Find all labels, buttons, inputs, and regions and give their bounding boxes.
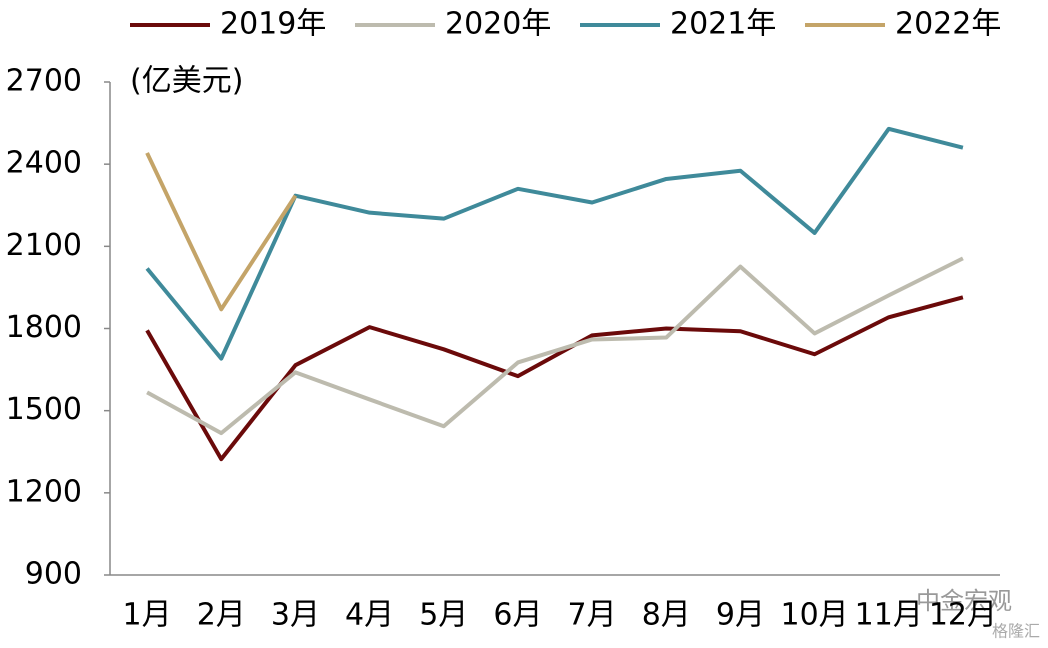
y-tick-label: 1500 [6,392,82,427]
x-tick-label: 7月 [568,598,617,633]
series-line [145,126,964,361]
x-tick-label: 10月 [780,598,848,633]
legend-label: 2021年 [670,7,776,42]
y-tick-label: 2700 [6,64,82,99]
y-tick-label: 2400 [6,146,82,181]
series-line [145,152,298,312]
y-tick-label: 900 [25,557,82,592]
series-line [146,256,964,436]
y-tick-label: 1200 [6,474,82,509]
x-tick-label: 4月 [345,598,394,633]
watermark: 中金宏观 [916,587,1012,615]
x-tick-label: 11月 [855,598,923,633]
x-tick-label: 9月 [716,598,765,633]
y-axis-label: (亿美元) [130,64,243,99]
x-tick-label: 6月 [493,598,542,633]
source-mark: 格隆汇 [992,622,1040,641]
x-tick-label: 5月 [419,598,468,633]
legend-label: 2019年 [220,7,326,42]
x-tick-label: 2月 [197,598,246,633]
y-tick-label: 1800 [6,310,82,345]
x-tick-label: 1月 [123,598,172,633]
legend-label: 2020年 [445,7,551,42]
y-tick-label: 2100 [6,228,82,263]
x-tick-label: 12月 [929,598,997,633]
x-tick-label: 3月 [271,598,320,633]
legend-label: 2022年 [895,7,1001,42]
x-tick-label: 8月 [642,598,691,633]
